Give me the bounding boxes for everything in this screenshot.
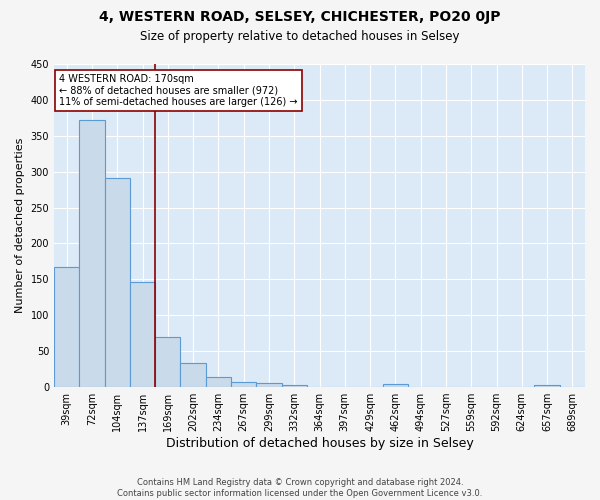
Bar	[231, 382, 256, 387]
Bar	[383, 384, 408, 387]
Text: Size of property relative to detached houses in Selsey: Size of property relative to detached ho…	[140, 30, 460, 43]
Bar	[104, 178, 130, 387]
Bar	[79, 120, 104, 387]
Text: 4, WESTERN ROAD, SELSEY, CHICHESTER, PO20 0JP: 4, WESTERN ROAD, SELSEY, CHICHESTER, PO2…	[99, 10, 501, 24]
Bar	[206, 377, 231, 387]
Bar	[155, 337, 181, 387]
Y-axis label: Number of detached properties: Number of detached properties	[15, 138, 25, 313]
Bar	[256, 383, 281, 387]
Bar	[54, 267, 79, 387]
Text: Contains HM Land Registry data © Crown copyright and database right 2024.
Contai: Contains HM Land Registry data © Crown c…	[118, 478, 482, 498]
Bar	[535, 385, 560, 387]
Bar	[181, 362, 206, 387]
X-axis label: Distribution of detached houses by size in Selsey: Distribution of detached houses by size …	[166, 437, 473, 450]
Bar	[281, 385, 307, 387]
Bar	[130, 282, 155, 387]
Text: 4 WESTERN ROAD: 170sqm
← 88% of detached houses are smaller (972)
11% of semi-de: 4 WESTERN ROAD: 170sqm ← 88% of detached…	[59, 74, 298, 107]
